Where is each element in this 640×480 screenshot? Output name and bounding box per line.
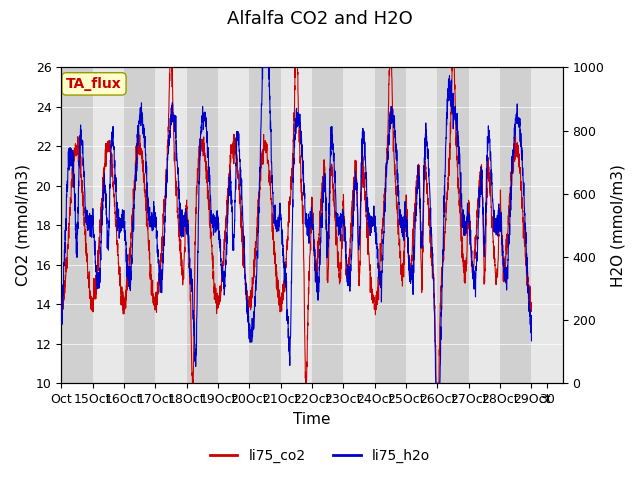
Bar [61, 67, 93, 384]
Text: TA_flux: TA_flux [66, 77, 122, 91]
Bar [531, 67, 563, 384]
Bar [343, 67, 374, 384]
Legend: li75_co2, li75_h2o: li75_co2, li75_h2o [204, 443, 436, 468]
Bar [187, 67, 218, 384]
Text: Alfalfa CO2 and H2O: Alfalfa CO2 and H2O [227, 10, 413, 28]
Bar [312, 67, 343, 384]
X-axis label: Time: Time [293, 412, 331, 427]
Bar [500, 67, 531, 384]
Bar [281, 67, 312, 384]
Y-axis label: CO2 (mmol/m3): CO2 (mmol/m3) [15, 164, 30, 287]
Bar [437, 67, 468, 384]
Bar [156, 67, 187, 384]
Y-axis label: H2O (mmol/m3): H2O (mmol/m3) [610, 164, 625, 287]
Bar [250, 67, 281, 384]
Bar [374, 67, 406, 384]
Bar [406, 67, 437, 384]
Bar [468, 67, 500, 384]
Bar [218, 67, 250, 384]
Bar [124, 67, 156, 384]
Bar [93, 67, 124, 384]
